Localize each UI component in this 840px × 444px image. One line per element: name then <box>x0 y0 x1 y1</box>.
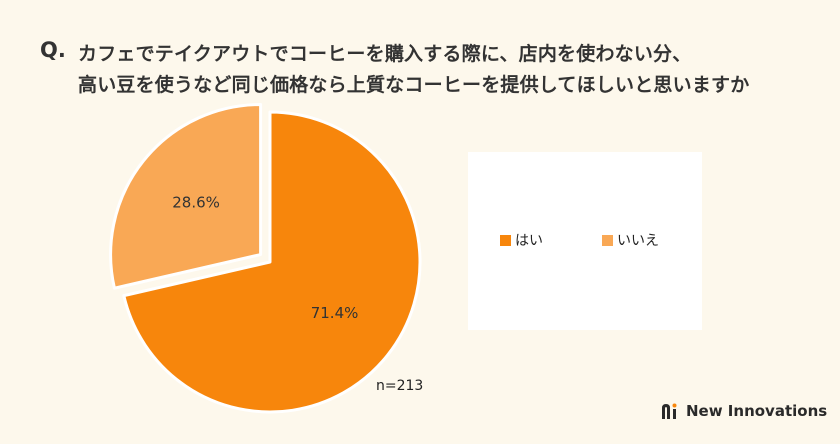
slice-label-yes: 71.4% <box>311 304 359 322</box>
brand-name: New Innovations <box>686 402 828 420</box>
legend-item-no: いいえ <box>602 230 659 250</box>
slice-label-no: 28.6% <box>172 194 220 212</box>
legend-swatch-yes <box>500 234 511 246</box>
brand-logo: New Innovations <box>660 402 827 420</box>
sample-size-label: n=213 <box>376 378 424 394</box>
pie-slice-no <box>109 103 263 290</box>
pie-labels: 71.4% 28.6% <box>172 194 358 322</box>
legend: はい いいえ <box>468 152 702 330</box>
question-text-line-1: カフェでテイクアウトでコーヒーを購入する際に、店内を使わない分、 <box>78 43 692 65</box>
legend-swatch-no <box>602 234 613 246</box>
legend-item-yes: はい <box>500 230 543 250</box>
new-innovations-logo-icon <box>662 403 677 419</box>
pie-slices <box>109 103 422 414</box>
question-text-line-2: 高い豆を使うなど同じ価格なら上質なコーヒーを提供してほしいと思いますか <box>78 74 750 96</box>
question-label: Q. <box>40 38 66 62</box>
legend-label-yes: はい <box>515 233 543 249</box>
legend-label-no: いいえ <box>617 233 659 249</box>
pie-slice-yes <box>122 110 422 414</box>
